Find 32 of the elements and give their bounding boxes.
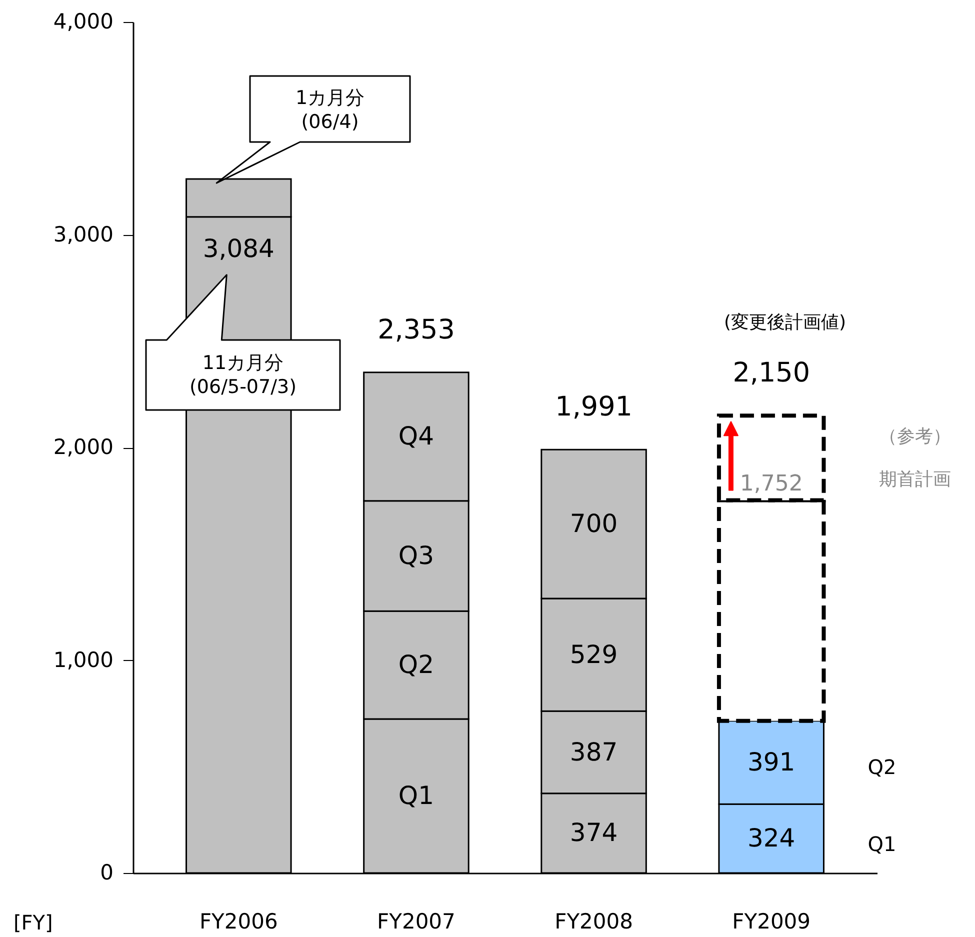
- total-label: 2,353: [378, 314, 455, 346]
- x-tick-label: FY2007: [377, 910, 456, 934]
- annotation: (変更後計画値): [724, 312, 846, 333]
- y-tick-label: 2,000: [53, 435, 114, 459]
- annotation: 1カ月分 (06/4): [295, 87, 365, 133]
- data-label: 391: [747, 747, 796, 776]
- x-axis-title: [FY]: [14, 910, 53, 934]
- y-tick-label: 4,000: [53, 10, 114, 34]
- data-label: Q3: [398, 541, 434, 570]
- y-tick-label: 0: [100, 860, 114, 884]
- total-label: 2,150: [732, 358, 810, 389]
- data-label: 387: [570, 737, 618, 766]
- data-label: 324: [747, 824, 796, 853]
- total-label: 1,991: [555, 392, 632, 423]
- annotation: 11カ月分 (06/5-07/3): [189, 352, 297, 398]
- data-label: 700: [570, 509, 618, 538]
- annotation: Q2: [868, 755, 896, 779]
- annotation: Q1: [868, 832, 896, 856]
- y-tick-label: 1,000: [53, 648, 114, 672]
- data-label: 529: [570, 640, 618, 669]
- data-label: 3,084: [202, 234, 274, 263]
- data-label: 374: [570, 818, 618, 848]
- text: 期首計画: [879, 469, 951, 490]
- x-tick-label: FY2006: [199, 910, 278, 934]
- data-label: Q2: [398, 650, 434, 680]
- data-label: Q1: [398, 780, 434, 810]
- x-tick-label: FY2008: [554, 910, 633, 934]
- data-label: Q4: [398, 422, 434, 451]
- annotation: 1,752: [740, 471, 803, 496]
- x-tick-label: FY2009: [732, 910, 811, 934]
- y-tick-label: 3,000: [53, 222, 114, 246]
- text: （参考）: [879, 426, 951, 447]
